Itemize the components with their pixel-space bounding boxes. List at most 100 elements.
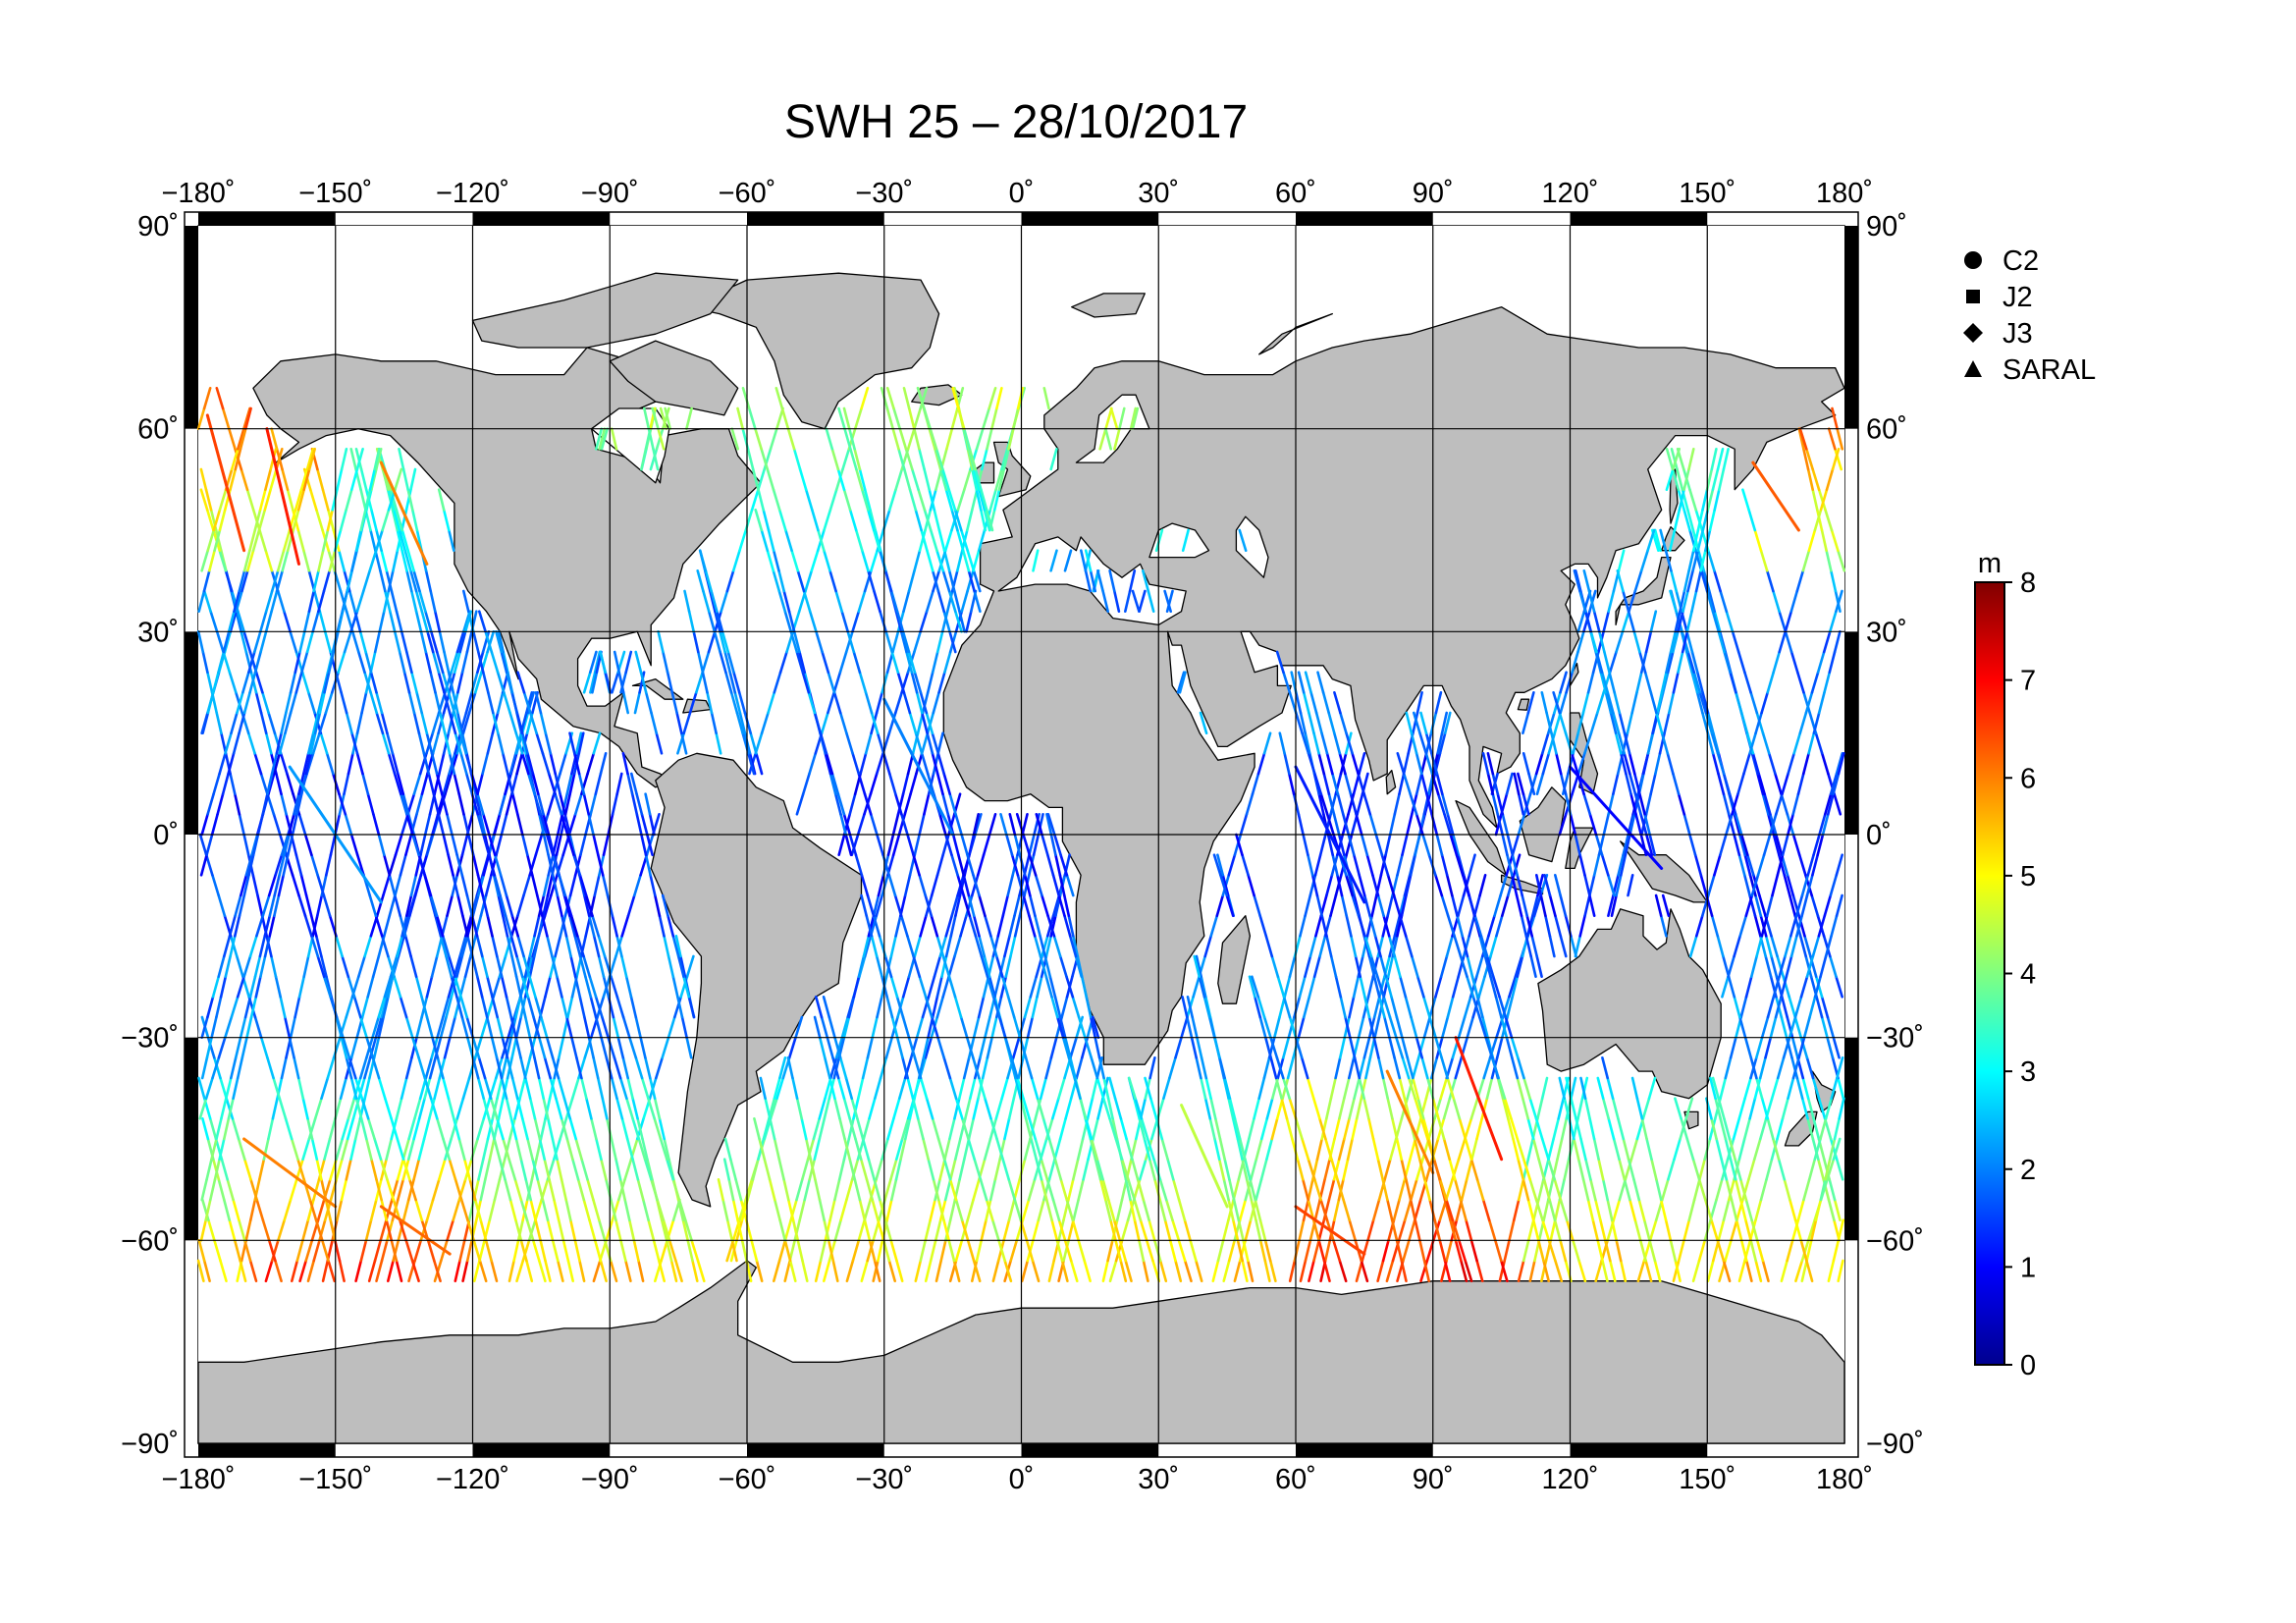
track-segment bbox=[515, 812, 524, 837]
track-segment bbox=[943, 650, 952, 675]
track-segment bbox=[952, 1259, 961, 1282]
track-segment bbox=[273, 873, 281, 897]
track-segment bbox=[1723, 1117, 1732, 1141]
track-segment bbox=[1464, 1137, 1473, 1161]
track-segment bbox=[1416, 975, 1425, 999]
track-segment bbox=[1283, 975, 1292, 999]
track-segment bbox=[592, 1259, 602, 1282]
track-segment bbox=[217, 954, 226, 979]
track-segment bbox=[552, 1137, 561, 1161]
track-segment bbox=[1711, 751, 1720, 776]
track-segment bbox=[519, 1239, 528, 1263]
track-segment bbox=[1386, 954, 1395, 979]
track-segment bbox=[769, 1097, 778, 1120]
track-segment bbox=[242, 873, 250, 897]
track-segment bbox=[1396, 751, 1406, 776]
track-segment bbox=[721, 1198, 729, 1221]
track-segment bbox=[991, 995, 1001, 1019]
track-segment bbox=[1124, 1259, 1133, 1282]
track-segment bbox=[757, 488, 766, 512]
track-segment bbox=[1787, 1076, 1795, 1100]
track-segment bbox=[412, 1117, 421, 1141]
track-segment bbox=[674, 1259, 683, 1282]
track-segment bbox=[948, 629, 957, 654]
track-segment bbox=[1001, 1158, 1010, 1181]
track-segment bbox=[1636, 1259, 1646, 1282]
lat-tick-label-left: 60˚ bbox=[137, 414, 179, 446]
track-segment bbox=[926, 549, 934, 572]
track-segment bbox=[1036, 1097, 1045, 1120]
track-segment bbox=[676, 954, 685, 979]
track-segment bbox=[666, 1158, 675, 1181]
track-segment bbox=[929, 1239, 937, 1263]
track-segment bbox=[431, 650, 441, 675]
track-segment bbox=[542, 893, 550, 918]
track-segment bbox=[993, 1158, 1002, 1181]
track-segment bbox=[238, 812, 245, 837]
track-segment bbox=[1046, 812, 1056, 837]
track-segment bbox=[936, 1036, 946, 1059]
track-segment bbox=[321, 1259, 330, 1282]
track-segment bbox=[1778, 954, 1787, 979]
track-segment bbox=[973, 589, 982, 614]
track-segment bbox=[375, 711, 385, 735]
track-segment bbox=[853, 447, 862, 471]
track-segment bbox=[674, 934, 682, 958]
track-segment bbox=[316, 467, 325, 492]
track-segment bbox=[544, 731, 553, 755]
track-segment bbox=[1575, 1117, 1582, 1141]
track-segment bbox=[210, 1015, 218, 1039]
track-segment bbox=[853, 406, 863, 431]
track-segment bbox=[778, 1218, 787, 1242]
track-segment bbox=[657, 427, 666, 451]
legend-label: J2 bbox=[2002, 282, 2033, 313]
track-segment bbox=[1770, 1076, 1780, 1100]
track-segment bbox=[962, 873, 971, 897]
track-segment bbox=[249, 1198, 257, 1221]
track-segment bbox=[238, 711, 246, 735]
track-segment bbox=[647, 1218, 656, 1242]
track-segment bbox=[573, 975, 582, 999]
track-segment bbox=[1489, 975, 1498, 999]
track-segment bbox=[353, 1076, 364, 1100]
track-segment bbox=[358, 1056, 368, 1080]
track-segment bbox=[291, 812, 298, 837]
track-segment bbox=[808, 751, 818, 776]
track-segment bbox=[1280, 1097, 1289, 1120]
track-segment bbox=[207, 1218, 216, 1242]
track-segment bbox=[1262, 1056, 1271, 1080]
track-segment bbox=[1713, 488, 1721, 512]
track-segment bbox=[568, 914, 577, 938]
track-segment bbox=[288, 1036, 295, 1059]
track-segment bbox=[812, 1117, 822, 1141]
track-segment bbox=[214, 528, 223, 553]
track-segment bbox=[1035, 1158, 1043, 1181]
track-segment bbox=[1772, 589, 1781, 614]
track-segment bbox=[1200, 1056, 1208, 1080]
track-segment bbox=[417, 853, 427, 877]
track-segment bbox=[420, 772, 429, 796]
track-segment bbox=[600, 427, 610, 451]
track-segment bbox=[1091, 1076, 1098, 1100]
track-segment bbox=[1728, 1137, 1736, 1161]
track-segment bbox=[1786, 873, 1795, 897]
lon-tick-label-bottom: 90˚ bbox=[1413, 1464, 1454, 1495]
track-segment bbox=[1353, 1056, 1362, 1080]
track-segment bbox=[318, 690, 326, 715]
track-segment bbox=[807, 690, 817, 715]
track-segment bbox=[1007, 1198, 1016, 1221]
track-segment bbox=[1338, 1259, 1348, 1282]
track-segment bbox=[1718, 467, 1726, 492]
track-segment bbox=[1758, 1056, 1767, 1080]
track-segment bbox=[995, 386, 1003, 410]
track-segment bbox=[1716, 751, 1726, 776]
track-segment bbox=[1791, 833, 1801, 857]
track-segment bbox=[954, 893, 962, 918]
track-segment bbox=[1303, 995, 1311, 1019]
track-segment bbox=[1498, 995, 1508, 1019]
track-segment bbox=[936, 731, 944, 755]
track-segment bbox=[918, 873, 928, 897]
track-segment bbox=[1784, 629, 1793, 654]
track-segment bbox=[891, 812, 900, 837]
